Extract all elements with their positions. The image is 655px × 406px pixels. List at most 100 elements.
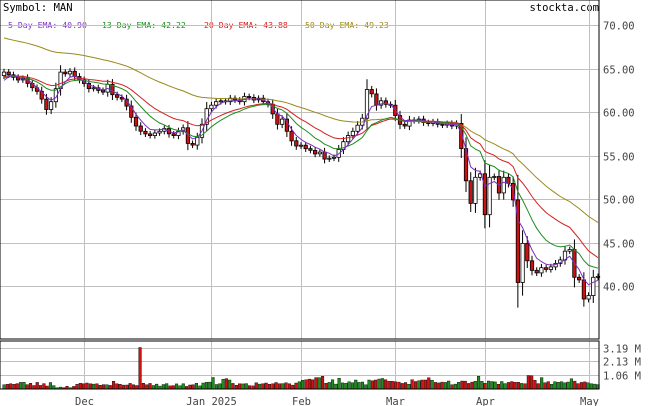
volume-bar bbox=[387, 381, 391, 390]
candle-body bbox=[525, 242, 530, 262]
volume-bar bbox=[374, 379, 378, 390]
candle bbox=[190, 140, 195, 149]
price-tick-label: 50.00 bbox=[603, 195, 635, 207]
volume-bar bbox=[377, 378, 381, 390]
volume-bar bbox=[510, 381, 514, 390]
candle bbox=[209, 101, 214, 113]
volume-bar bbox=[440, 381, 444, 390]
volume-bar bbox=[161, 384, 165, 390]
volume-bar bbox=[370, 380, 374, 390]
candle bbox=[473, 167, 478, 213]
volume-bar bbox=[121, 384, 125, 390]
volume-bar bbox=[354, 379, 358, 390]
volume-bar bbox=[148, 383, 152, 390]
volume-bar bbox=[453, 383, 457, 390]
candle bbox=[298, 142, 304, 149]
volume-bar bbox=[208, 381, 212, 390]
candle-body bbox=[520, 242, 525, 283]
volume-bar bbox=[350, 382, 355, 390]
volume-bar bbox=[573, 380, 577, 390]
volume-bar bbox=[417, 380, 421, 390]
candle bbox=[539, 263, 544, 277]
volume-bar bbox=[291, 384, 295, 390]
volume-bar bbox=[228, 379, 232, 390]
volume-bar bbox=[394, 381, 398, 390]
candle-body bbox=[195, 136, 200, 146]
volume-bar bbox=[437, 382, 441, 390]
candle bbox=[185, 121, 190, 151]
volume-bar bbox=[400, 383, 404, 390]
price-tick-label: 55.00 bbox=[603, 152, 635, 164]
volume-tick-label: 3.19 M bbox=[603, 344, 641, 356]
volume-bar bbox=[271, 383, 275, 390]
volume-bar bbox=[5, 384, 9, 390]
volume-bar bbox=[579, 382, 583, 390]
ema20-line bbox=[3, 75, 599, 259]
volume-bar bbox=[536, 383, 540, 390]
volume-bar bbox=[224, 378, 228, 390]
candle-body bbox=[213, 101, 219, 106]
candle-body bbox=[440, 123, 445, 126]
candle-body bbox=[378, 100, 384, 106]
candle-body bbox=[581, 279, 587, 300]
candle-body bbox=[91, 87, 96, 90]
volume-bar bbox=[234, 385, 238, 390]
volume-tick-label: 2.13 M bbox=[603, 357, 641, 369]
candle-body bbox=[468, 180, 473, 204]
volume-bar bbox=[75, 384, 79, 390]
volume-bar bbox=[88, 383, 92, 390]
volume-bar bbox=[25, 384, 29, 390]
candle-body bbox=[209, 104, 214, 110]
candle bbox=[534, 267, 539, 277]
volume-bar bbox=[566, 381, 570, 390]
candle bbox=[152, 129, 157, 139]
volume-bar bbox=[496, 384, 501, 390]
candle-body bbox=[67, 70, 73, 75]
candle-body bbox=[383, 100, 389, 105]
candle bbox=[529, 255, 535, 276]
volume-bar bbox=[105, 384, 109, 390]
x-tick-label: Jan 2025 bbox=[186, 396, 237, 406]
volume-tick-label: 1.06 M bbox=[603, 371, 641, 383]
volume-bar bbox=[407, 384, 411, 390]
volume-bar bbox=[221, 379, 225, 390]
candle-body bbox=[482, 173, 488, 216]
volume-bar bbox=[563, 382, 567, 390]
volume-bar bbox=[311, 379, 315, 390]
candle-body bbox=[595, 275, 601, 278]
volume-bar bbox=[194, 383, 199, 390]
candle bbox=[1, 68, 7, 79]
volume-bar bbox=[98, 385, 102, 390]
volume-bar bbox=[463, 380, 467, 390]
volume-bar bbox=[314, 377, 318, 390]
volume-bar bbox=[334, 383, 338, 390]
volume-bar bbox=[583, 381, 587, 390]
candle-body bbox=[369, 89, 374, 95]
volume-bar bbox=[414, 381, 418, 390]
volume-bar bbox=[367, 379, 371, 390]
candle bbox=[586, 292, 591, 303]
candle-body bbox=[185, 127, 190, 144]
volume-bar bbox=[553, 381, 557, 390]
volume-bar bbox=[593, 383, 597, 390]
volume-bar bbox=[254, 382, 258, 390]
volume-bar bbox=[214, 384, 219, 390]
volume-bar bbox=[327, 382, 331, 390]
candle bbox=[520, 230, 525, 296]
candle-body bbox=[426, 122, 431, 124]
volume-bar bbox=[171, 385, 175, 390]
volume-bar bbox=[420, 379, 424, 390]
volume-bar bbox=[546, 381, 550, 390]
candle bbox=[544, 264, 549, 273]
volume-panel-border bbox=[0, 340, 600, 390]
candle bbox=[143, 128, 148, 137]
volume-bar bbox=[188, 384, 192, 390]
volume-bar bbox=[423, 379, 428, 390]
volume-bar bbox=[516, 382, 520, 390]
volume-bar bbox=[131, 384, 136, 390]
volume-bar bbox=[380, 378, 384, 390]
volume-gridlines bbox=[0, 341, 599, 389]
volume-bar bbox=[520, 383, 524, 390]
x-tick-label: Dec bbox=[75, 396, 94, 406]
